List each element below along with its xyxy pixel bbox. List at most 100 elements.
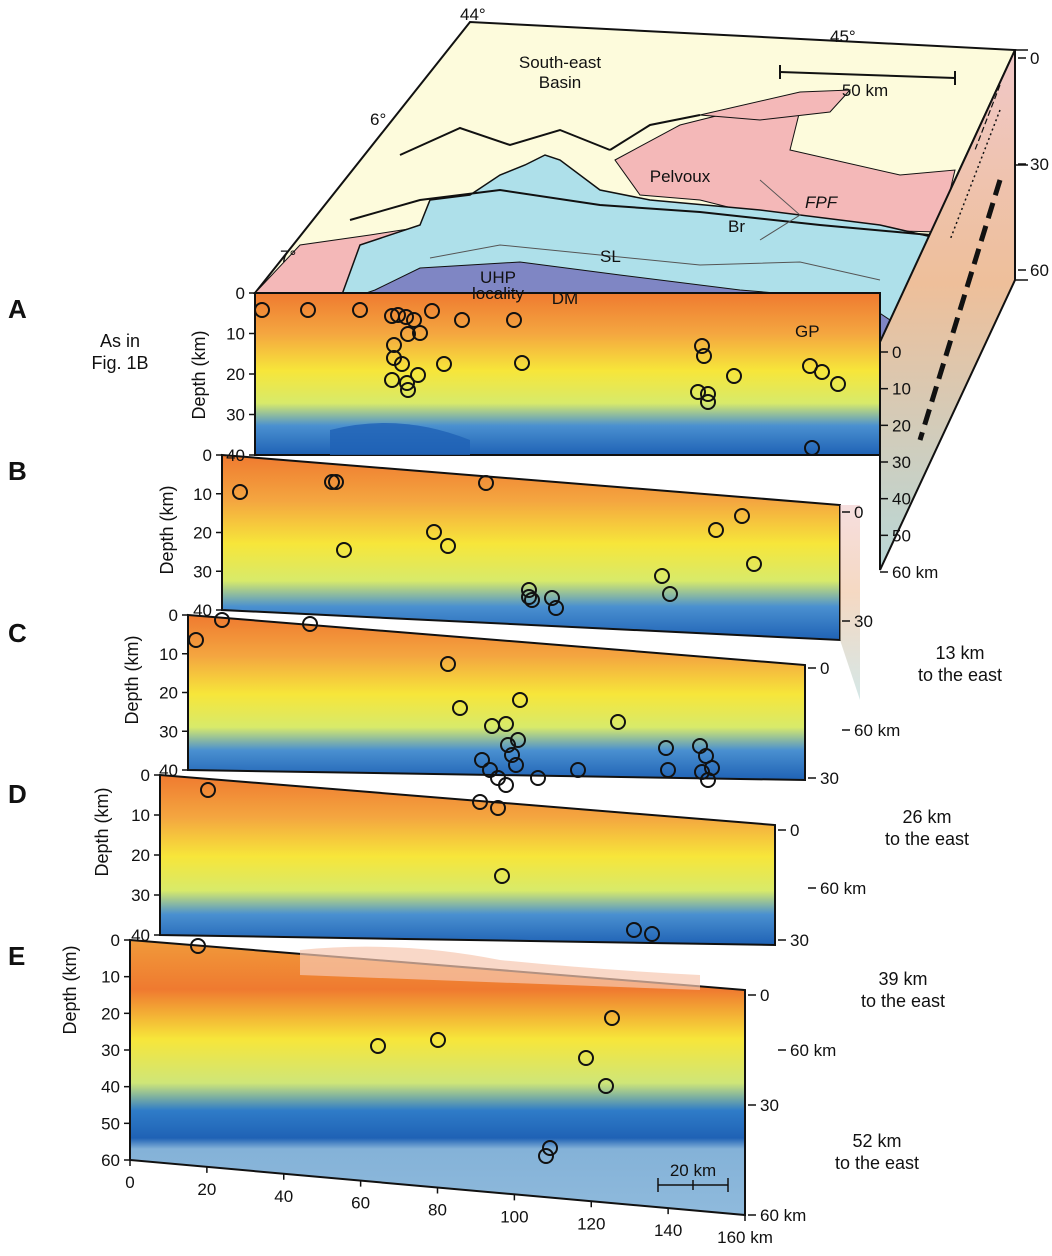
hypocenter-circle xyxy=(660,762,676,778)
panel-a-note-line1: As in xyxy=(99,331,141,351)
hypocenter-circle xyxy=(658,740,674,756)
side-e-tick-label: 60 km xyxy=(760,1206,806,1225)
depth-axis-titles: Depth (km) Depth (km) Depth (km) Depth (… xyxy=(60,330,209,1034)
side-top-tick-label: 30 xyxy=(1030,155,1049,174)
hypocenter-circle xyxy=(578,1050,594,1066)
depth-c-tick-label: 30 xyxy=(159,722,178,741)
depth-c-tick-label: 20 xyxy=(159,684,178,703)
depth-d-tick-label: 30 xyxy=(131,886,150,905)
depth-a-tick-label: 0 xyxy=(236,284,245,303)
hypocenter-circle xyxy=(521,582,537,598)
hypocenter-circle xyxy=(328,474,344,490)
side-c-tick-label: 0 xyxy=(820,659,829,678)
hypocenter-circle xyxy=(399,375,415,391)
depth-d-tick-label: 40 xyxy=(131,926,150,945)
hypocenter-circle xyxy=(440,656,456,672)
hypocenter-circle xyxy=(436,356,452,372)
hypocenter-circle xyxy=(424,303,440,319)
offset-c-line1: 26 km xyxy=(902,807,952,827)
side-d-tick-label: 0 xyxy=(790,821,799,840)
hypocenter-circle xyxy=(426,524,442,540)
hypocenter-circle xyxy=(510,732,526,748)
panel-letter-e: E xyxy=(8,941,25,971)
hypocenter-circle xyxy=(726,368,742,384)
map-scale-label: 50 km xyxy=(842,81,888,100)
side-d-tick-label: 60 km xyxy=(790,1041,836,1060)
hypocenter-circle xyxy=(610,714,626,730)
hypocenter-circle xyxy=(454,312,470,328)
hypocenter-circle xyxy=(188,632,204,648)
lon-label-6: 6° xyxy=(370,110,386,129)
offset-b-line1: 13 km xyxy=(935,643,985,663)
distance-tick-label: 60 xyxy=(351,1194,370,1213)
panel-letter-d: D xyxy=(8,779,27,809)
earthquake-hypocenters xyxy=(188,302,846,1164)
side-block-tick-label: 60 km xyxy=(892,563,938,582)
lat-label-45: 45° xyxy=(830,27,856,46)
panel-letter-c: C xyxy=(8,618,27,648)
offset-label-b: 13 km to the east xyxy=(895,642,1025,686)
side-d-tick-label: 30 xyxy=(790,931,809,950)
depth-axis-title-b: Depth (km) xyxy=(157,485,177,574)
hypocenter-circle xyxy=(352,302,368,318)
side-e-tick-label: 0 xyxy=(760,986,769,1005)
section-e xyxy=(129,938,746,1217)
depth-d-tick-label: 0 xyxy=(141,766,150,785)
offset-e-line2: to the east xyxy=(834,1153,920,1173)
hypocenter-circle xyxy=(700,386,716,402)
side-c-tick-label: 30 xyxy=(820,769,839,788)
depth-e-tick-label: 60 xyxy=(101,1151,120,1170)
hypocenter-circle xyxy=(504,747,520,763)
distance-tick-label: 20 xyxy=(197,1180,216,1199)
depth-c-tick-label: 10 xyxy=(159,645,178,664)
depth-e-tick-label: 30 xyxy=(101,1041,120,1060)
hypocenter-circle xyxy=(604,1010,620,1026)
unit-br: Br xyxy=(728,217,745,236)
distance-tick-label: 80 xyxy=(428,1201,447,1220)
depth-e-tick-label: 0 xyxy=(111,931,120,950)
offset-b-line2: to the east xyxy=(917,665,1003,685)
unit-uhp: UHP xyxy=(480,268,516,287)
hypocenter-circle xyxy=(214,612,230,628)
hypocenter-circle xyxy=(490,800,506,816)
hypocenter-circle xyxy=(498,777,514,793)
offset-d-line2: to the east xyxy=(860,991,946,1011)
basin-label-2: Basin xyxy=(539,73,582,92)
hypocenter-circle xyxy=(254,302,270,318)
hypocenter-circle xyxy=(814,364,830,380)
depth-a-tick-label: 40 xyxy=(226,446,245,465)
panel-a-note: As in Fig. 1B xyxy=(70,330,170,374)
hypocenter-circle xyxy=(542,1140,558,1156)
hypocenter-circle xyxy=(598,1078,614,1094)
offset-d-line1: 39 km xyxy=(878,969,928,989)
depth-b-tick-label: 10 xyxy=(193,485,212,504)
distance-tick-label: 140 xyxy=(654,1221,682,1240)
hypocenter-circle xyxy=(324,474,340,490)
hypocenter-circle xyxy=(300,302,316,318)
side-block-tick-label: 10 xyxy=(892,380,911,399)
lat-label-44: 44° xyxy=(460,5,486,24)
depth-b-tick-label: 40 xyxy=(193,601,212,620)
distance-tick-label: 160 km xyxy=(717,1228,773,1247)
unit-pelvoux: Pelvoux xyxy=(650,167,711,186)
side-block-tick-label: 50 xyxy=(892,526,911,545)
hypocenter-circle xyxy=(500,737,516,753)
hypocenter-circle xyxy=(400,326,416,342)
hypocenter-circle xyxy=(512,692,528,708)
section-c xyxy=(187,613,806,782)
hypocenter-circle xyxy=(412,325,428,341)
hypocenter-circle xyxy=(494,868,510,884)
side-top-tick-label: 0 xyxy=(1030,49,1039,68)
side-e-tick-label: 30 xyxy=(760,1096,779,1115)
depth-b-tick-label: 0 xyxy=(203,446,212,465)
side-b-tick-label: 0 xyxy=(854,503,863,522)
section-d xyxy=(159,773,776,947)
depth-b-tick-label: 20 xyxy=(193,524,212,543)
depth-a-tick-label: 10 xyxy=(226,325,245,344)
depth-e-tick-label: 40 xyxy=(101,1078,120,1097)
hypocenter-circle xyxy=(690,384,706,400)
depth-axis-title-a: Depth (km) xyxy=(189,330,209,419)
hypocenter-circle xyxy=(700,394,716,410)
unit-sl: SL xyxy=(600,247,621,266)
map-labels: 44° 45° 6° 7° South-east Basin 50 km Pel… xyxy=(280,5,888,341)
